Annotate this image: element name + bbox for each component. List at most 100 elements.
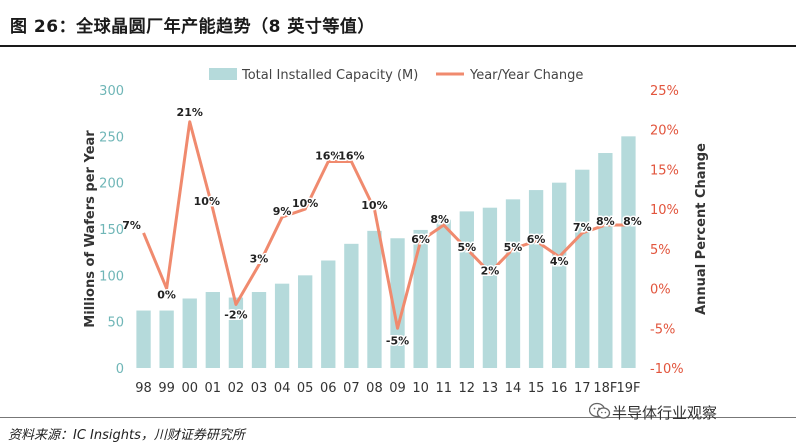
bar [367,230,382,368]
data-label: 10% [361,199,387,212]
footer-divider [0,417,796,418]
bar [159,310,174,368]
legend-label-line: Year/Year Change [469,68,583,83]
bar [459,211,474,368]
data-label: 5% [457,241,476,254]
y-tick-label: 100 [99,269,124,284]
bar [482,207,498,368]
data-label: 6% [527,233,546,246]
y-tick-label: 150 [99,223,124,238]
y-tick-label: 200 [99,177,124,192]
data-label: -5% [386,334,409,347]
watermark: 半导体行业观察 [612,404,718,422]
data-label: 8% [623,215,642,228]
x-tick-label: 17 [574,381,591,396]
bar [413,229,428,368]
bar [575,169,590,368]
data-label: 0% [157,289,176,302]
left-axis: 0 50 100 150 200 250 300 Millions of Wafers per… [83,84,124,377]
bar [274,283,290,368]
y2-tick-label: 15% [650,163,679,178]
y-tick-label: 0 [116,362,124,377]
y-axis-title: Millions of Wafers per Year [83,130,98,328]
data-label: -2% [224,308,247,321]
x-axis: 98 99 00 01 02 03 04 05 06 07 08 09 10 11 12 13 14 15 16 17… [135,381,640,396]
bar [552,182,567,368]
figure-title: 图 26：全球晶圆厂年产能趋势（8 英寸等值） [10,17,375,37]
bar [390,238,405,368]
x-tick-label: 19F [616,381,640,396]
legend-label-bar: Total Installed Capacity (M) [241,68,418,83]
bar [228,297,244,368]
y2-tick-label: 5% [650,243,671,258]
x-tick-label: 11 [435,381,452,396]
data-label: 2% [481,265,500,278]
x-tick-label: 98 [135,381,152,396]
bar-series [136,136,636,368]
bar [321,260,336,368]
x-tick-label: 13 [482,381,499,396]
y2-tick-label: 20% [650,124,679,139]
data-label: 16% [338,149,364,162]
bar [205,292,220,368]
x-tick-label: 16 [551,381,568,396]
data-label: 10% [194,195,220,208]
y-tick-label: 300 [99,84,124,99]
y2-axis-title: Annual Percent Change [694,143,709,315]
bar [344,243,359,368]
data-label: 8% [430,213,449,226]
bar [251,292,267,368]
bar [598,153,613,368]
y-tick-label: 50 [107,316,124,331]
bar [528,190,544,368]
bar [621,136,636,368]
x-tick-label: 15 [528,381,545,396]
x-tick-label: 08 [366,381,383,396]
y2-tick-label: 0% [650,283,671,298]
title-bar: 图 26：全球晶圆厂年产能趋势（8 英寸等值） [0,0,796,48]
data-label: 16% [315,149,341,162]
x-tick-label: 06 [320,381,337,396]
x-tick-label: 00 [181,381,198,396]
x-tick-label: 02 [228,381,245,396]
data-label: 8% [596,215,615,228]
bar [182,298,197,368]
data-label: 21% [177,106,203,119]
data-label: 6% [411,233,430,246]
data-label: 10% [292,197,318,210]
x-tick-label: 14 [505,381,522,396]
data-label: 3% [250,253,269,266]
wechat-icon [589,402,611,419]
line-path [142,120,629,330]
y2-tick-label: -10% [650,362,684,377]
data-label: 7% [122,219,141,232]
legend-swatch-bar [209,68,237,80]
y-tick-label: 250 [99,130,124,145]
x-tick-label: 18F [593,381,617,396]
bar [298,275,313,368]
x-tick-label: 99 [158,381,175,396]
chart-legend: Total Installed Capacity (M) Year/Year Ch… [209,68,583,83]
y2-tick-label: 25% [650,84,679,99]
x-tick-label: 10 [412,381,429,396]
y2-tick-label: -5% [650,322,675,337]
data-label: 4% [550,255,569,268]
x-tick-label: 07 [343,381,360,396]
data-label: 5% [504,241,523,254]
bar [436,219,451,368]
title-divider [0,45,796,47]
x-tick-label: 01 [205,381,222,396]
bar [136,310,151,368]
y2-tick-label: 10% [650,203,679,218]
right-axis: -10% -5% 0% 5% 10% 15% 20% 25% Annual Percent Ch… [650,84,709,377]
x-tick-label: 04 [274,381,291,396]
source-note: 资料来源：IC Insights，川财证券研究所 [8,428,245,443]
bar [505,199,521,368]
line-series: 7%0%21%10%-2%3%9%10%16%16%10%-5%6%8%5%2%… [121,104,644,349]
data-label: 9% [273,205,292,218]
x-tick-label: 05 [297,381,314,396]
data-label: 7% [573,221,592,234]
capacity-chart: Total Installed Capacity (M) Year/Year Ch… [83,68,709,396]
x-tick-label: 03 [251,381,268,396]
x-tick-label: 09 [389,381,406,396]
